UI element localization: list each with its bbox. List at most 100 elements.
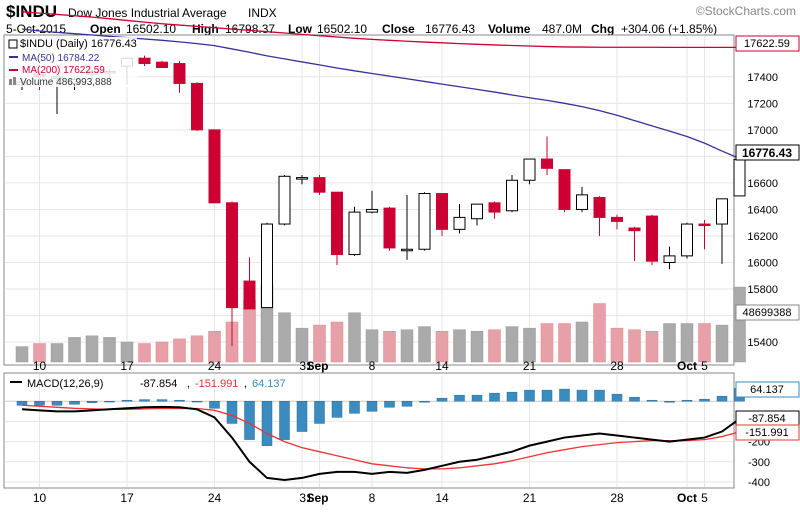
- date-label: 10: [33, 491, 47, 505]
- volume-bar: [488, 329, 501, 363]
- macd-lines: [21, 404, 741, 481]
- volume-bar: [383, 330, 396, 363]
- date-label: 8: [369, 491, 376, 505]
- volume-bar: [453, 329, 466, 363]
- date-label: Oct: [677, 359, 697, 373]
- volume-bar: [593, 303, 606, 363]
- volume-bar: [418, 326, 431, 363]
- date-label: 14: [435, 491, 449, 505]
- candle-body: [628, 227, 641, 232]
- macd-histogram-bar: [541, 389, 553, 402]
- candle-body: [436, 193, 448, 230]
- price-tick-label: 17400: [747, 72, 778, 84]
- date-label: 8: [369, 359, 376, 373]
- macd-panel: [3, 372, 735, 489]
- candle-body: [611, 216, 623, 222]
- candle-body: [296, 177, 308, 180]
- moving-average-lines: [21, 11, 740, 160]
- macd-histogram-bar: [576, 389, 588, 402]
- candle-body: [541, 158, 553, 169]
- date-label: 5: [701, 359, 708, 373]
- volume-bar: [733, 286, 746, 363]
- volume-badge-text: 48699388: [743, 307, 792, 319]
- candle-body: [401, 248, 413, 252]
- legend-ma200: MA(200) 17622.59: [22, 65, 105, 76]
- volume-swatch-icon-2: [13, 77, 16, 85]
- macd-gridlines: [5, 374, 733, 487]
- macd-histogram-bar: [104, 400, 115, 403]
- macd-histogram-bar: [139, 399, 150, 402]
- date-label: 10: [33, 359, 47, 373]
- macd-histogram-bar: [34, 400, 45, 406]
- high-value: 16798.37: [225, 22, 275, 36]
- volume-bar: [313, 324, 326, 363]
- candle-body: [261, 223, 273, 309]
- candle-body: [243, 280, 256, 310]
- macd-histogram-bar: [226, 400, 238, 424]
- volume-bar: [68, 337, 81, 363]
- open-value: 16502.10: [126, 22, 176, 36]
- macd-histogram-bar: [489, 392, 500, 402]
- macd-histogram-bar: [331, 400, 343, 418]
- date-label: 28: [610, 359, 624, 373]
- index-name: Dow Jones Industrial Average: [68, 6, 227, 20]
- close-badge: 16776.43: [735, 144, 800, 161]
- macd-histogram-bar: [69, 400, 80, 405]
- macd-signal-badge: -151.991: [735, 424, 800, 441]
- candle-body: [576, 194, 588, 210]
- volume-bar: [15, 346, 29, 363]
- macd-histogram-bar: [51, 400, 63, 406]
- candle-icon: [8, 39, 18, 49]
- macd-signal-badge-text: -151.991: [745, 427, 788, 439]
- macd-histogram-bar: [296, 400, 308, 432]
- macd-histogram-bar: [384, 400, 395, 408]
- date-label: 14: [435, 359, 449, 373]
- volume-bar: [558, 323, 571, 363]
- macd-histogram-bar: [629, 396, 640, 402]
- volume-bar: [680, 323, 694, 363]
- volume-bar: [120, 341, 134, 363]
- candle-body: [208, 129, 221, 204]
- symbol-title: $INDU: [6, 2, 57, 21]
- volume-bar: [505, 326, 519, 363]
- macd-histogram-bar: [506, 391, 518, 402]
- macd-histogram-bar: [121, 399, 133, 402]
- exchange-label: INDX: [248, 6, 277, 20]
- ma200-line: [21, 11, 740, 48]
- macd-histogram-bar: [681, 399, 693, 402]
- volume-bar: [610, 327, 624, 363]
- price-tick-label: 16400: [747, 204, 778, 216]
- candle-body: [733, 159, 746, 197]
- candle-body: [681, 223, 693, 257]
- legend-ma50: MA(50) 16784.22: [22, 53, 100, 64]
- ma50-line: [21, 28, 740, 160]
- macd-histogram-bar: [664, 400, 675, 403]
- volume-bar: [645, 330, 659, 363]
- macd-histogram-bar: [16, 400, 28, 406]
- close-label: Close: [382, 22, 415, 36]
- candle-body: [156, 61, 168, 69]
- candle-body: [646, 215, 658, 262]
- candle-body: [418, 193, 431, 250]
- macd-histogram-bar: [244, 400, 255, 440]
- macd-histogram-bar: [191, 400, 203, 403]
- macd-badge: -87.854: [735, 410, 800, 427]
- volume-label: Volume: [488, 22, 531, 36]
- volume-bar: [470, 330, 484, 363]
- macd-signal-line: [21, 404, 740, 470]
- date-label: 21: [523, 359, 537, 373]
- candle-body: [453, 216, 466, 230]
- high-label: High: [192, 22, 219, 36]
- date-label: 17: [120, 359, 134, 373]
- macd-legend-hist: 64.137: [252, 378, 286, 390]
- candle-body: [313, 177, 326, 193]
- candle-body: [698, 223, 711, 227]
- date-label: 31: [299, 359, 313, 373]
- macd-histogram-bar: [471, 394, 483, 402]
- macd-hist-badge-text: 64.137: [750, 384, 784, 396]
- candle-body: [348, 211, 361, 256]
- candle-body: [663, 255, 676, 264]
- macd-histogram-bar: [174, 399, 185, 402]
